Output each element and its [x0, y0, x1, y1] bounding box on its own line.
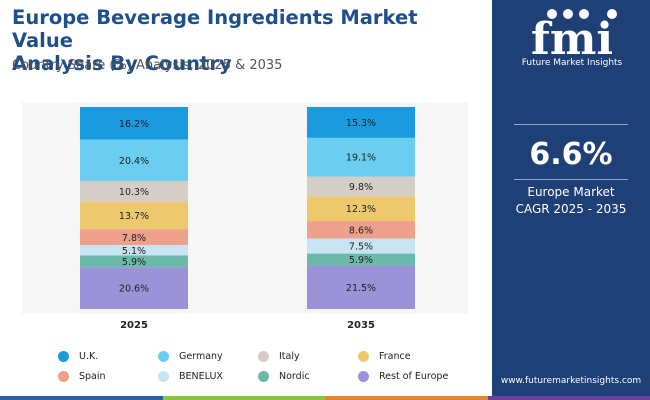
website-link[interactable]: www.futuremarketinsights.com: [500, 376, 642, 386]
legend-label: Nordic: [279, 370, 310, 382]
logo-dot: [563, 9, 573, 19]
fmi-logo: fmi Future Market Insights: [512, 6, 632, 72]
bar-segment: [307, 176, 415, 197]
bar-segment: [80, 107, 188, 140]
logo-dot: [579, 9, 589, 19]
fmi-logo-mark: fmi: [531, 9, 617, 65]
legend-item: France: [358, 348, 411, 364]
legend-item: Italy: [258, 348, 300, 364]
legend-swatch: [58, 370, 69, 382]
chart-title: Europe Beverage Ingredients Market Value…: [12, 6, 482, 75]
strip-segment: [0, 396, 163, 400]
bar-segment: [307, 238, 415, 254]
data-label: 5.1%: [122, 246, 146, 257]
cagr-label-line2: CAGR 2025 - 2035: [515, 202, 627, 216]
data-label: 19.1%: [346, 153, 376, 164]
data-label: 12.3%: [346, 204, 376, 215]
strip-segment: [487, 396, 650, 400]
bar-segment: [307, 221, 415, 239]
legend-item: U.K.: [58, 348, 98, 364]
bar-segment: [307, 265, 415, 309]
legend-label: Rest of Europe: [379, 370, 449, 382]
data-label: 16.2%: [119, 119, 149, 130]
legend-swatch: [358, 350, 369, 362]
legend-label: U.K.: [79, 350, 99, 362]
side-panel: fmi Future Market Insights 6.6% Europe M…: [492, 0, 650, 400]
bar-segment: [80, 229, 188, 246]
legend-swatch: [258, 350, 269, 362]
logo-subtitle: Future Market Insights: [521, 58, 623, 68]
x-tick-label: 2025: [120, 320, 148, 331]
logo-wordmark: fmi: [531, 14, 613, 58]
legend-item: Rest of Europe: [358, 368, 448, 384]
data-label: 5.9%: [349, 255, 373, 266]
legend-label: Germany: [179, 350, 223, 362]
logo-dot: [607, 9, 617, 19]
bar-segment: [80, 201, 188, 230]
data-label: 10.3%: [119, 187, 149, 198]
data-label: 7.5%: [349, 242, 373, 253]
bar-segment: [80, 255, 188, 268]
divider-middle: [514, 179, 628, 180]
chart-legend: U.K. Germany Italy France Spain BENELUX Nordic…: [58, 348, 478, 388]
divider-top: [514, 124, 628, 125]
cagr-value: 6.6%: [529, 137, 613, 172]
data-label: 15.3%: [346, 118, 376, 129]
strip-segment: [325, 396, 488, 400]
legend-label: France: [379, 350, 411, 362]
data-label: 8.6%: [349, 225, 373, 236]
bar-segment: [307, 253, 415, 266]
data-label: 9.8%: [349, 182, 373, 193]
chart-subtitle: Country Share (%) Analysis, 2025 & 2035: [12, 58, 283, 73]
legend-swatch: [358, 370, 369, 382]
bar-segment: [80, 180, 188, 202]
legend-swatch: [58, 350, 69, 362]
legend-item: BENELUX: [158, 368, 223, 384]
legend-label: Italy: [279, 350, 300, 362]
legend-swatch: [158, 350, 169, 362]
bar-segment: [80, 245, 188, 256]
legend-item: Spain: [58, 368, 106, 384]
legend-swatch: [158, 370, 169, 382]
legend-label: Spain: [79, 370, 106, 382]
legend-label: BENELUX: [179, 370, 223, 382]
bottom-color-strip: [0, 396, 650, 400]
bar-segment: [307, 107, 415, 138]
bar-segment: [307, 137, 415, 177]
data-label: 21.5%: [346, 283, 376, 294]
stacked-bar-chart: 16.2%20.4%10.3%13.7%7.8%5.1%5.9%20.6%202…: [80, 107, 415, 331]
data-label: 7.8%: [122, 233, 146, 244]
data-label: 20.4%: [119, 156, 149, 167]
strip-segment: [162, 396, 325, 400]
chart-title-line1: Europe Beverage Ingredients Market Value: [12, 6, 418, 52]
legend-item: Germany: [158, 348, 223, 364]
data-label: 20.6%: [119, 284, 149, 295]
bar-segment: [307, 196, 415, 222]
legend-swatch: [258, 370, 269, 382]
legend-item: Nordic: [258, 368, 310, 384]
x-tick-label: 2035: [347, 320, 375, 331]
cagr-label-line1: Europe Market: [527, 185, 615, 199]
data-label: 13.7%: [119, 211, 149, 222]
data-label: 5.9%: [122, 257, 146, 268]
logo-dot: [547, 9, 557, 19]
bar-segment: [80, 139, 188, 181]
chart-title-line2: Analysis By Country: [12, 52, 232, 75]
cagr-label: Europe Market CAGR 2025 - 2035: [492, 184, 650, 218]
bar-segment: [80, 267, 188, 309]
